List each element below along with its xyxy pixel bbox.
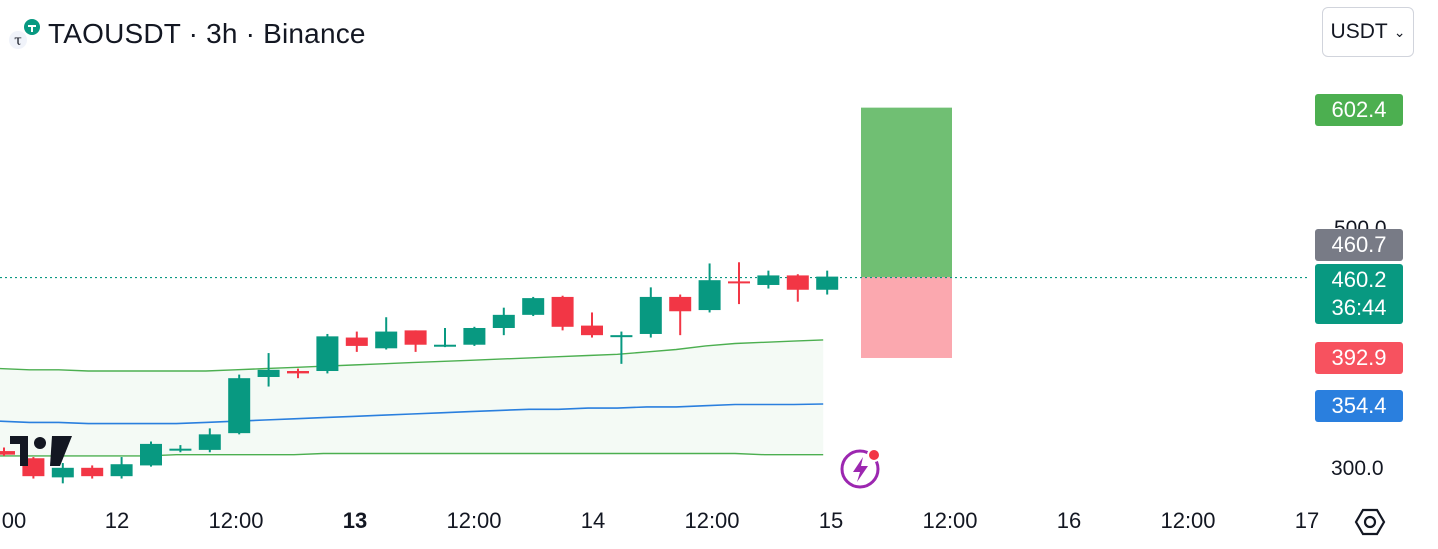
candle[interactable] [551,295,574,331]
candle[interactable] [669,294,692,336]
stop-zone[interactable] [861,276,952,358]
settings-gear-icon[interactable] [1354,506,1386,538]
tradingview-logo-icon[interactable] [0,432,75,470]
candle-body [0,451,15,455]
candle-body [404,330,427,345]
target-zone[interactable] [861,107,952,277]
candle-body [316,336,339,372]
candles [0,262,839,484]
candle[interactable] [316,333,339,374]
candle-body [345,337,368,346]
candle[interactable] [169,445,192,453]
bollinger-upper-line[interactable] [0,339,824,372]
svg-text:τ: τ [14,33,22,49]
candle[interactable] [757,270,780,289]
chevron-down-icon: ⌄ [1393,23,1406,40]
candle-body [757,275,780,285]
last-price-label: 460.2 36:44 [1315,264,1403,324]
time-axis-label: 12:00 [446,508,502,533]
candle-body [492,314,515,328]
candle[interactable] [492,307,515,336]
lightning-alert-icon[interactable] [838,446,884,492]
candle-body [287,371,309,374]
bollinger-bands [0,339,824,457]
candle[interactable] [198,428,221,453]
candle-body [610,335,633,338]
basis-price-label: 354.4 [1315,390,1403,422]
time-axis-label: 16 [1056,508,1082,533]
candle-body [816,276,839,290]
candle[interactable] [522,296,545,317]
candle[interactable] [345,331,368,352]
candle-body [198,434,221,450]
candle-body [434,344,456,347]
candle[interactable] [81,465,104,479]
candle[interactable] [434,327,456,348]
currency-button[interactable]: USDT ⌄ [1322,7,1414,57]
candle-body [140,443,162,466]
candle-body [375,331,398,349]
candle[interactable] [610,331,633,364]
last-price-value: 460.2 [1331,267,1387,292]
candle[interactable] [375,317,398,350]
candle-body [110,464,133,477]
time-axis-label: 12:00 [1160,508,1216,533]
candle[interactable] [287,368,309,379]
target-price-label[interactable]: 602.4 [1315,94,1403,126]
candle-body [786,275,809,290]
candle-body [169,448,192,451]
candle-body [669,296,692,312]
stop-price-label[interactable]: 392.9 [1315,342,1403,374]
time-axis-label: 12:00 [684,508,740,533]
symbol-title[interactable]: TAOUSDT · 3h · Binance [48,18,366,49]
candle-body [228,378,251,434]
candle-body [551,296,574,327]
candle[interactable] [786,274,809,302]
time-axis-label: 12 [104,508,130,533]
candle[interactable] [257,353,280,387]
time-axis-label: 00 [1,508,27,533]
candle[interactable] [0,447,15,456]
candle-body [81,467,104,477]
candle[interactable] [581,312,603,338]
candle[interactable] [698,263,721,313]
currency-label: USDT [1330,20,1388,43]
time-axis-label: 14 [580,508,606,533]
candle[interactable] [728,262,750,305]
chart-header: τ TAOUSDT · 3h · Binance [6,12,366,56]
candle[interactable] [816,270,839,295]
time-axis-label: 15 [818,508,844,533]
bar-countdown: 36:44 [1331,295,1387,320]
candle[interactable] [51,463,74,484]
time-axis-label: 12:00 [922,508,978,533]
candle-body [522,298,545,315]
candle[interactable] [463,326,486,346]
candle-body [463,327,486,345]
candle-body [51,467,74,478]
candle-body [581,325,603,336]
candle[interactable] [639,287,662,338]
bollinger-basis-line[interactable] [0,403,824,425]
candle[interactable] [404,330,427,352]
candle-body [728,281,750,284]
long-position-tool [861,107,952,358]
tao-logo-icon[interactable]: τ [6,16,42,52]
entry-price-label[interactable]: 460.7 [1315,229,1403,261]
candle-body [698,280,721,311]
time-axis-label: 17 [1294,508,1320,533]
candle-body [639,296,662,334]
candle[interactable] [228,374,251,435]
time-axis-label: 13 [342,508,368,533]
price-axis-tick-300: 300.0 [1331,457,1384,480]
candle-body [257,369,280,377]
bollinger-fill [0,339,824,456]
candle[interactable] [110,457,133,479]
candle[interactable] [140,441,162,467]
bollinger-lower-line[interactable] [0,452,824,457]
time-axis-label: 12:00 [208,508,264,533]
